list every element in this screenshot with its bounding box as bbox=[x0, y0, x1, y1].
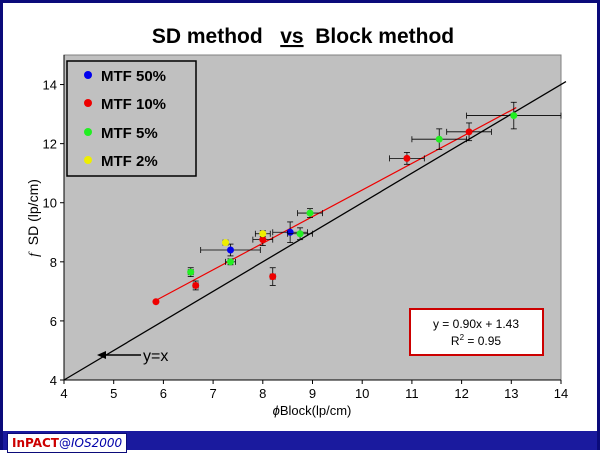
x-tick-label: 11 bbox=[405, 386, 419, 401]
legend-label: MTF 2% bbox=[101, 153, 158, 170]
y-tick-label: 8 bbox=[50, 255, 57, 270]
data-point-mtf5 bbox=[297, 208, 323, 218]
marker bbox=[259, 236, 267, 244]
legend-label: MTF 5% bbox=[101, 125, 158, 142]
legend-item-mtf50: MTF 50% bbox=[84, 68, 166, 85]
chart-title-part-3: Block method bbox=[315, 25, 454, 48]
marker bbox=[306, 209, 314, 217]
legend-item-mtf10: MTF 10% bbox=[84, 96, 166, 113]
legend-label: MTF 10% bbox=[101, 96, 166, 113]
marker bbox=[192, 281, 200, 289]
data-point-mtf10 bbox=[152, 298, 160, 306]
lines-layer bbox=[63, 81, 567, 381]
footer-label: InPACT@IOS2000 bbox=[7, 433, 128, 453]
legend-label: MTF 50% bbox=[101, 68, 166, 85]
x-tick-label: 14 bbox=[554, 386, 568, 401]
marker bbox=[435, 135, 443, 143]
marker bbox=[510, 112, 518, 120]
footer-separator: @ bbox=[58, 436, 71, 450]
points-layer bbox=[152, 101, 562, 306]
legend-marker bbox=[84, 71, 92, 79]
legend-item-mtf2: MTF 2% bbox=[84, 153, 158, 170]
marker bbox=[296, 230, 304, 238]
data-point-mtf2 bbox=[254, 230, 271, 238]
x-tick-label: 13 bbox=[504, 386, 518, 401]
fit-r-squared: R2 = 0.95 bbox=[451, 333, 501, 348]
footer-brand: InPACT bbox=[12, 436, 59, 450]
chart: SD method vs Block method 4 5 6 7 8 9 10 11 12 13… bbox=[25, 25, 568, 418]
marker bbox=[222, 239, 230, 247]
data-point-mtf5 bbox=[411, 128, 467, 150]
chart-title-part-1: SD method bbox=[152, 25, 263, 48]
legend: MTF 50% MTF 10% MTF 5% MTF 2% bbox=[66, 60, 197, 177]
fit-equation-box: y = 0.90x + 1.43 R2 = 0.95 bbox=[409, 308, 544, 356]
marker bbox=[403, 154, 411, 162]
marker bbox=[226, 258, 234, 266]
x-tick-label: 4 bbox=[60, 386, 67, 401]
legend-marker bbox=[84, 128, 92, 136]
marker bbox=[259, 230, 267, 238]
marker bbox=[152, 298, 160, 306]
x-axis-label: ϕBlock(lp/cm) bbox=[273, 403, 352, 418]
marker bbox=[226, 246, 234, 254]
legend-marker bbox=[84, 99, 92, 107]
data-point-mtf5 bbox=[466, 101, 562, 130]
fit-equation: y = 0.90x + 1.43 bbox=[433, 317, 519, 331]
x-tick-label: 7 bbox=[209, 386, 216, 401]
data-point-mtf5 bbox=[225, 258, 236, 266]
data-point-mtf10 bbox=[269, 267, 277, 286]
x-tick-label: 5 bbox=[110, 386, 117, 401]
legend-marker bbox=[84, 156, 92, 164]
identity-annotation: y=x bbox=[97, 348, 168, 365]
y-tick-label: 10 bbox=[43, 196, 57, 211]
y-tick-label: 4 bbox=[50, 373, 57, 388]
data-point-mtf10 bbox=[389, 152, 425, 165]
x-tick-label: 9 bbox=[309, 386, 316, 401]
identity-label: y=x bbox=[143, 348, 168, 365]
y-axis-label: f SD (lp/cm) bbox=[25, 179, 42, 257]
footer-event: IOS2000 bbox=[70, 436, 123, 450]
fit-line bbox=[155, 107, 517, 301]
x-tick-label: 6 bbox=[160, 386, 167, 401]
y-tick-label: 14 bbox=[43, 78, 57, 93]
legend-item-mtf5: MTF 5% bbox=[84, 125, 158, 142]
axes-layer: 4 5 6 7 8 9 10 11 12 13 14 4 6 8 10 12 14 bbox=[43, 55, 568, 401]
data-point-mtf50 bbox=[200, 243, 261, 257]
x-tick-label: 12 bbox=[454, 386, 468, 401]
data-point-mtf5 bbox=[287, 227, 313, 241]
chart-title: SD method vs Block method bbox=[152, 25, 454, 48]
data-point-mtf5 bbox=[187, 267, 195, 277]
data-point-mtf2 bbox=[222, 239, 230, 247]
x-tick-label: 8 bbox=[259, 386, 266, 401]
marker bbox=[187, 268, 195, 276]
chart-title-part-2: vs bbox=[280, 25, 303, 48]
y-tick-label: 6 bbox=[50, 314, 57, 329]
fit-box-border bbox=[409, 308, 544, 356]
data-point-mtf10 bbox=[446, 122, 492, 142]
identity-line bbox=[63, 81, 567, 381]
marker bbox=[269, 273, 277, 281]
x-tick-label: 10 bbox=[355, 386, 369, 401]
marker bbox=[465, 128, 473, 136]
identity-arrow-head bbox=[97, 351, 106, 359]
y-tick-label: 12 bbox=[43, 137, 57, 152]
footer-bar bbox=[3, 431, 597, 450]
data-point-mtf10 bbox=[192, 280, 200, 291]
